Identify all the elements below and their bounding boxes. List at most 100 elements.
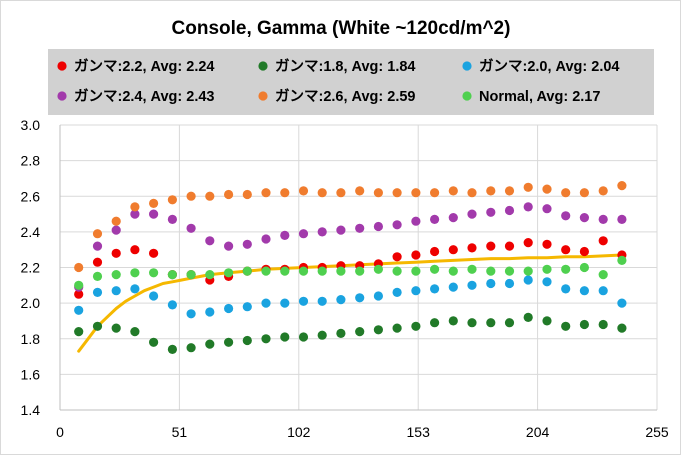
data-point <box>617 255 627 265</box>
legend-item: ガンマ:2.6, Avg: 2.59 <box>258 88 415 105</box>
data-point <box>280 298 290 308</box>
data-point <box>317 188 327 198</box>
y-tick-label: 1.8 <box>21 331 41 347</box>
data-point <box>411 250 421 260</box>
data-point <box>392 188 402 198</box>
data-point <box>579 246 590 257</box>
data-point <box>542 264 552 274</box>
data-point <box>130 209 140 219</box>
data-point <box>411 216 421 226</box>
legend-box <box>48 49 654 115</box>
data-point <box>486 207 496 217</box>
data-point <box>92 287 103 297</box>
y-tick-label: 2.4 <box>21 224 41 240</box>
data-point <box>261 234 271 244</box>
data-point <box>448 213 458 223</box>
data-point <box>373 291 383 301</box>
data-point <box>280 230 290 240</box>
data-point <box>430 246 440 257</box>
data-point <box>373 188 383 198</box>
data-point <box>579 213 590 223</box>
data-point <box>92 229 103 239</box>
data-point <box>504 241 515 251</box>
data-point <box>392 220 402 230</box>
legend-marker <box>57 61 67 71</box>
data-point <box>167 214 177 224</box>
data-point <box>336 295 346 305</box>
data-point <box>486 241 496 251</box>
data-point <box>111 270 121 280</box>
data-point <box>111 216 121 226</box>
data-point <box>205 191 215 201</box>
x-axis-ticks: 0 51 102 153 204 255 <box>56 424 669 440</box>
data-point <box>617 214 627 224</box>
x-tick-label: 51 <box>172 424 188 440</box>
data-point <box>523 275 533 285</box>
data-point <box>224 303 234 314</box>
data-point <box>186 309 196 319</box>
data-point <box>523 182 533 192</box>
data-point <box>523 202 533 212</box>
legend-marker <box>57 91 67 101</box>
data-point <box>561 245 571 255</box>
data-point <box>298 332 309 342</box>
data-point <box>486 278 496 289</box>
data-point <box>149 337 159 347</box>
legend-label: ガンマ:1.8, Avg: 1.84 <box>275 58 415 75</box>
data-point <box>355 223 365 233</box>
data-point <box>448 266 458 276</box>
legend-marker <box>462 91 472 101</box>
data-point <box>298 296 309 306</box>
y-tick-label: 2.2 <box>21 260 41 276</box>
data-point <box>336 188 346 198</box>
data-point <box>92 241 103 251</box>
data-point <box>373 221 383 232</box>
data-point <box>92 321 103 331</box>
data-point <box>430 188 440 198</box>
data-point <box>561 264 571 274</box>
data-point <box>111 323 121 333</box>
data-point <box>523 266 533 276</box>
data-point <box>317 330 327 340</box>
data-point <box>186 343 196 353</box>
data-point <box>130 268 140 278</box>
data-point <box>617 181 627 191</box>
data-point <box>411 286 421 296</box>
data-point <box>242 239 252 249</box>
legend-item: ガンマ:1.8, Avg: 1.84 <box>258 58 415 75</box>
series-2 <box>74 312 627 354</box>
data-point <box>280 266 290 276</box>
data-point <box>523 312 533 322</box>
data-point <box>467 280 477 290</box>
data-point <box>149 291 159 301</box>
x-tick-label: 204 <box>526 424 550 440</box>
legend-item: ガンマ:2.2, Avg: 2.24 <box>57 58 214 75</box>
data-point <box>298 266 309 276</box>
data-point <box>280 332 290 342</box>
data-point <box>523 238 533 248</box>
data-point <box>224 268 234 278</box>
data-point <box>448 186 458 196</box>
data-point <box>448 282 458 292</box>
data-point <box>542 277 552 287</box>
data-point <box>392 266 402 276</box>
data-point <box>598 186 608 196</box>
y-tick-label: 2.0 <box>21 295 41 311</box>
data-point <box>373 325 383 335</box>
data-point <box>561 188 571 198</box>
data-point <box>149 248 159 258</box>
series-3 <box>74 275 627 319</box>
data-point <box>430 214 440 224</box>
data-point <box>242 335 252 346</box>
legend-marker <box>258 61 268 71</box>
data-point <box>411 321 421 331</box>
legend-label: Normal, Avg: 2.17 <box>479 89 600 105</box>
y-tick-label: 2.8 <box>21 153 41 169</box>
data-point <box>149 268 159 278</box>
data-point <box>317 266 327 276</box>
data-point <box>261 266 271 276</box>
data-point <box>504 186 515 196</box>
data-point <box>74 327 84 337</box>
data-point <box>598 286 608 296</box>
